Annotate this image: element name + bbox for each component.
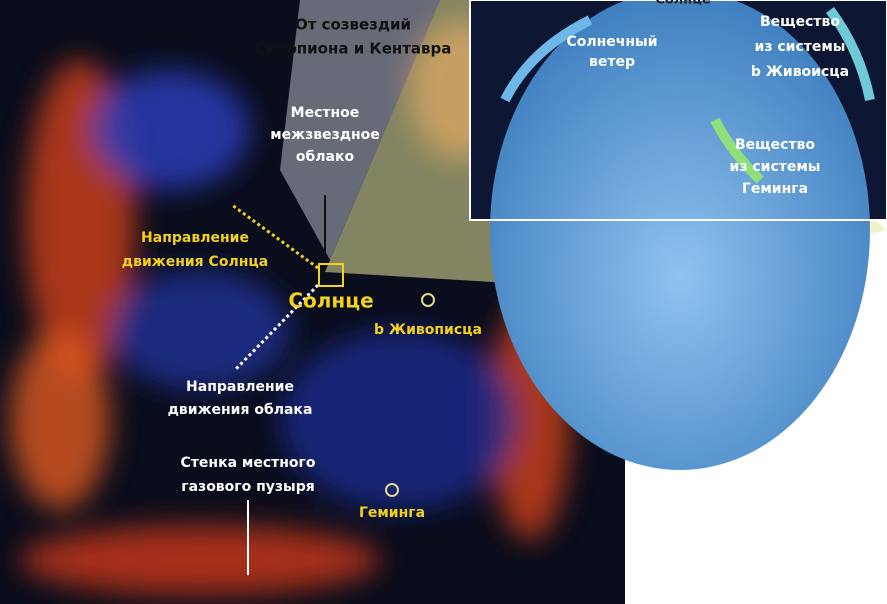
label: Солнце [655, 0, 711, 8]
label: Местное [291, 105, 360, 121]
label: Направление [186, 379, 294, 395]
label: из системы [730, 159, 821, 175]
pictor-marker [421, 293, 435, 307]
label: Солнце [288, 289, 373, 313]
label: Скорпиона и Кентавра [255, 40, 452, 58]
label: b Живописца [374, 322, 482, 338]
label: движения Солнца [122, 254, 268, 270]
label: газового пузыря [181, 479, 314, 495]
local-cloud [280, 0, 440, 260]
geminga-marker [385, 483, 399, 497]
label: Направление [141, 230, 249, 246]
inset-frame [469, 0, 887, 221]
label: Солнечный [566, 34, 657, 50]
label: ветер [589, 54, 635, 70]
label: из системы [755, 39, 846, 55]
cloud-direction [233, 283, 320, 372]
sun-marker [318, 263, 344, 287]
heliosphere [490, 0, 870, 470]
label: Стенка местного [181, 455, 316, 471]
label: межзвездное [270, 127, 380, 143]
label: облако [296, 149, 355, 165]
label: Вещество [735, 137, 815, 153]
label: Геминга [359, 505, 425, 521]
matter-arrow [710, 117, 764, 184]
label: движения облака [168, 402, 313, 418]
label: b Живоисца [751, 64, 849, 80]
matter-arrow [825, 7, 875, 101]
wind-arrow [500, 15, 593, 103]
label: Геминга [742, 181, 808, 197]
label: Вещество [760, 14, 840, 30]
nebula [10, 20, 570, 595]
label: От созвездий [295, 16, 411, 34]
